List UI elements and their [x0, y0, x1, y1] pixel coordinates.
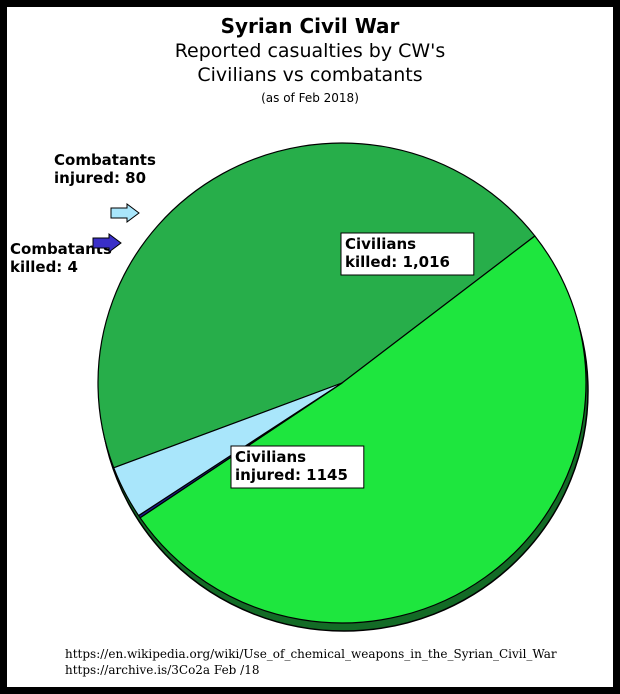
chart-date-note: (as of Feb 2018)	[261, 91, 359, 105]
slice-label-line: Civilians	[345, 235, 416, 253]
arrow-combatants-injured	[110, 203, 140, 223]
chart-frame: Syrian Civil War Reported casualties by …	[7, 7, 613, 687]
pie-slice-civilians-injured	[139, 235, 587, 624]
slice-label-line: killed: 1,016	[345, 253, 450, 271]
chart-header: Syrian Civil War Reported casualties by …	[7, 13, 613, 107]
slice-label-box	[340, 232, 475, 276]
slice-label-line: injured: 1145	[235, 466, 348, 484]
source-link-wikipedia[interactable]: https://en.wikipedia.org/wiki/Use_of_che…	[65, 647, 557, 661]
pie-slice-combatants-injured	[113, 382, 343, 517]
chart-subtitle-line-1: Reported casualties by CW's	[174, 40, 446, 62]
source-link-archive[interactable]: https://archive.is/3Co2a Feb /18	[65, 663, 260, 677]
slice-label-line: Combatants	[10, 240, 112, 258]
chart-title: Syrian Civil War	[220, 14, 400, 38]
slice-label-line: Combatants	[54, 151, 156, 169]
slice-label-line: Civilians	[235, 448, 306, 466]
slice-label-line: injured: 80	[54, 169, 146, 187]
arrow-combatants-killed	[92, 233, 122, 253]
slice-label-box	[230, 445, 365, 489]
chart-subtitle-line-2: Civilians vs combatants	[197, 64, 423, 86]
pie-slice-civilians-killed	[97, 142, 536, 469]
slice-label-line: killed: 4	[10, 258, 78, 276]
